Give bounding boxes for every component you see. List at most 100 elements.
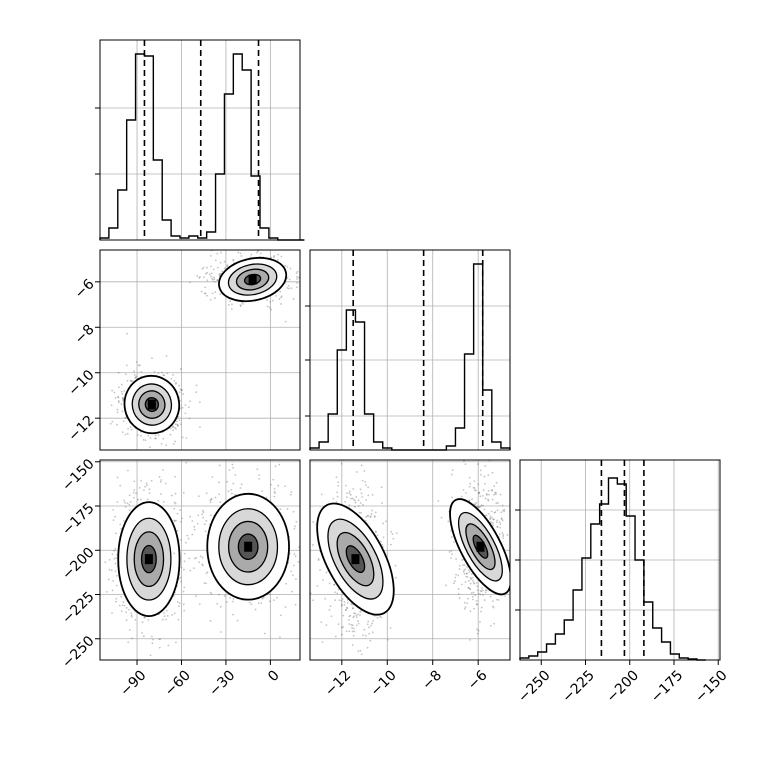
scatter-point <box>161 371 163 374</box>
scatter-point <box>350 497 352 500</box>
scatter-point <box>239 305 242 308</box>
scatter-point <box>368 632 371 635</box>
scatter-point <box>334 635 337 638</box>
scatter-point <box>111 612 113 614</box>
scatter-point <box>351 497 354 500</box>
scatter-point <box>218 273 221 275</box>
scatter-point <box>146 484 148 487</box>
scatter-point <box>274 492 277 495</box>
scatter-point <box>369 515 372 518</box>
scatter-point <box>181 517 183 520</box>
scatter-point <box>191 533 194 536</box>
scatter-point <box>205 272 207 275</box>
scatter-point <box>336 491 339 494</box>
scatter-point <box>481 589 484 592</box>
scatter-point <box>174 423 177 426</box>
scatter-point <box>209 501 212 504</box>
scatter-point <box>95 497 97 499</box>
scatter-point <box>286 508 289 510</box>
scatter-point <box>109 422 112 425</box>
scatter-point <box>389 627 392 630</box>
scatter-point <box>223 260 226 263</box>
scatter-point <box>117 401 120 404</box>
scatter-point <box>131 637 134 640</box>
scatter-point <box>473 489 476 491</box>
scatter-point <box>365 516 368 518</box>
scatter-point <box>487 499 490 502</box>
histogram-steps <box>309 263 511 451</box>
scatter-point <box>470 592 473 594</box>
scatter-point <box>125 364 128 367</box>
scatter-point <box>122 399 125 402</box>
scatter-point <box>503 508 506 511</box>
scatter-point <box>349 614 352 617</box>
scatter-point <box>226 265 229 268</box>
scatter-point <box>179 407 182 410</box>
scatter-point <box>130 614 133 617</box>
scatter-point <box>371 509 374 512</box>
scatter-point <box>457 592 460 595</box>
scatter-point <box>179 388 182 391</box>
scatter-point <box>172 429 174 432</box>
scatter-point <box>232 258 235 261</box>
scatter-point <box>357 650 360 652</box>
scatter-point <box>440 516 443 519</box>
scatter-point <box>370 513 373 515</box>
scatter-point <box>158 638 161 641</box>
scatter-point <box>193 528 196 531</box>
scatter-point <box>385 520 387 523</box>
scatter-point <box>304 618 306 620</box>
scatter-point <box>292 298 295 300</box>
scatter-point <box>117 395 120 398</box>
scatter-point <box>359 610 362 613</box>
scatter-point <box>351 607 354 610</box>
scatter-point <box>113 391 116 394</box>
scatter-point <box>479 621 481 623</box>
scatter-point <box>123 389 126 392</box>
scatter-point <box>361 496 364 498</box>
scatter-point <box>138 364 141 367</box>
scatter-point <box>294 603 297 606</box>
scatter-point <box>466 576 469 578</box>
scatter-point <box>471 595 474 598</box>
scatter-point <box>120 383 123 386</box>
scatter-point <box>475 603 478 605</box>
scatter-point <box>175 382 178 384</box>
scatter-point <box>458 564 461 567</box>
scatter-point <box>480 606 483 609</box>
y-tick-label: −150 <box>59 456 98 495</box>
scatter-point <box>133 489 136 492</box>
scatter-point <box>90 488 92 490</box>
scatter-point <box>450 557 452 559</box>
scatter-point <box>354 612 357 615</box>
scatter-point <box>178 384 181 387</box>
scatter-point <box>450 473 453 476</box>
scatter-point <box>134 618 137 621</box>
scatter-point <box>232 482 235 485</box>
scatter-point <box>117 396 120 399</box>
scatter-point <box>256 468 259 471</box>
scatter-point <box>219 501 222 504</box>
scatter-point <box>214 297 216 299</box>
scatter-point <box>125 611 128 614</box>
y-tick-label: −250 <box>59 633 98 672</box>
scatter-point <box>335 501 338 503</box>
scatter-point <box>196 522 199 525</box>
scatter-point <box>476 603 479 606</box>
scatter-point <box>353 612 355 615</box>
scatter-point <box>173 612 176 615</box>
scatter-point <box>482 489 485 492</box>
scatter-point <box>341 598 344 600</box>
scatter-point <box>475 599 478 602</box>
scatter-point <box>357 620 359 622</box>
scatter-point <box>334 614 336 616</box>
scatter-point <box>357 613 360 616</box>
scatter-point <box>174 519 177 522</box>
scatter-point <box>205 582 207 585</box>
scatter-point <box>454 576 457 579</box>
scatter-point <box>140 434 142 437</box>
scatter-point <box>166 615 169 617</box>
scatter-point <box>369 516 372 519</box>
scatter-point <box>124 505 127 508</box>
scatter-point <box>349 493 352 496</box>
